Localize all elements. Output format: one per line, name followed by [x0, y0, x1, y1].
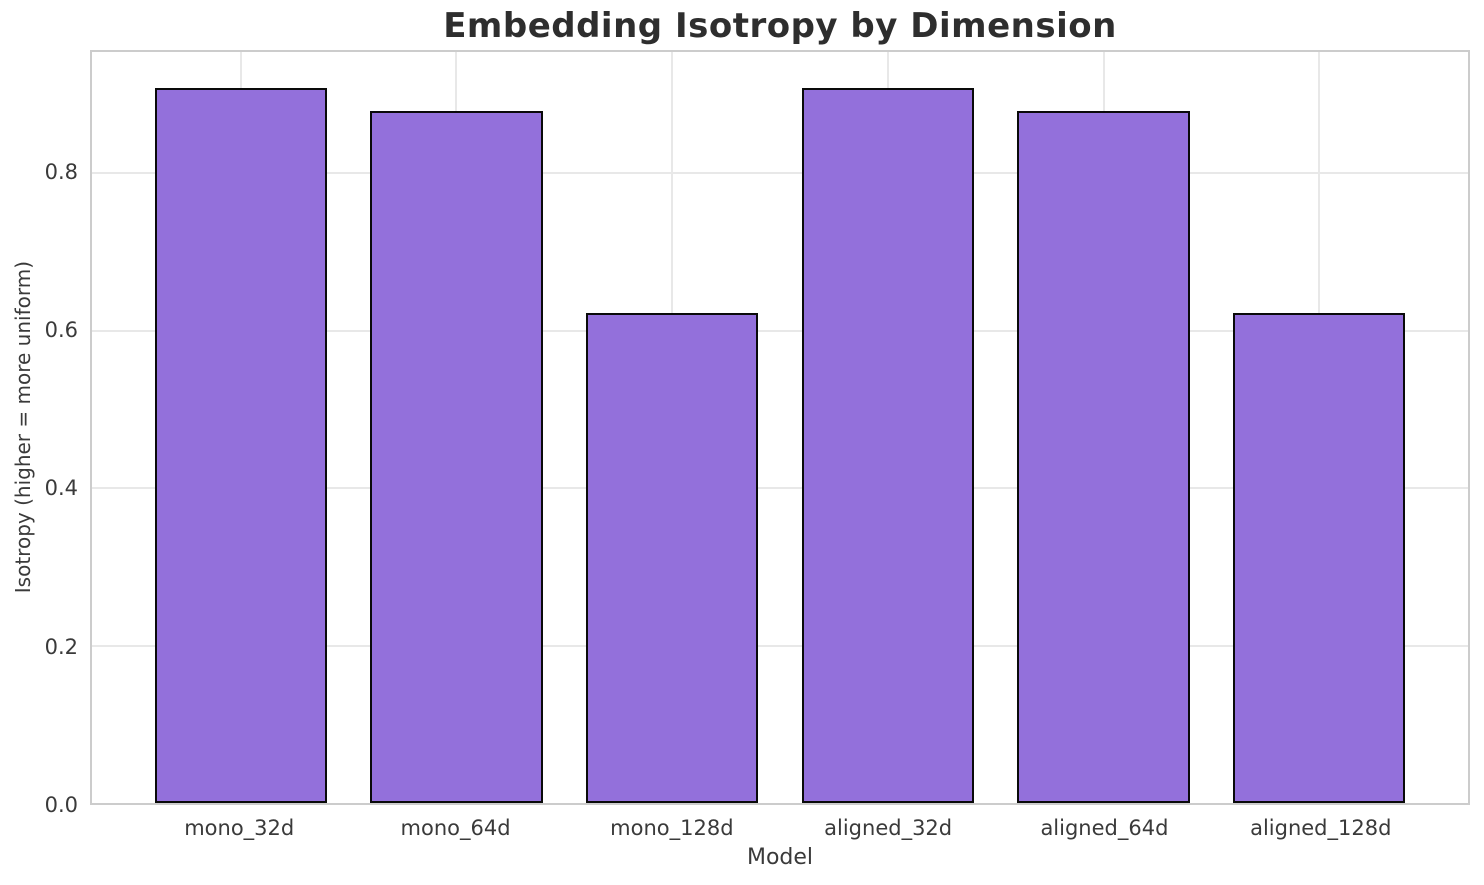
- bar-mono_32d: [154, 88, 328, 803]
- y-tick-label: 0.0: [44, 793, 78, 817]
- y-tick-label: 0.2: [44, 634, 78, 659]
- y-tick-label: 0.6: [44, 318, 78, 343]
- x-axis-label: Model: [746, 845, 814, 870]
- x-tick-label: mono_64d: [400, 816, 511, 840]
- bar-aligned_64d: [1017, 111, 1190, 803]
- bar-mono_128d: [585, 313, 759, 803]
- x-tick-label: aligned_32d: [824, 816, 953, 840]
- plot-area: [90, 50, 1470, 805]
- x-tick-label: mono_128d: [610, 816, 734, 840]
- gridline-horizontal: [92, 487, 1468, 490]
- chart-title: Embedding Isotropy by Dimension: [443, 6, 1117, 46]
- bar-aligned_128d: [1232, 313, 1406, 803]
- gridline-horizontal: [92, 172, 1468, 175]
- y-axis-label: Isotropy (higher = more uniform): [11, 261, 35, 594]
- x-tick-label: mono_32d: [184, 816, 295, 840]
- gridline-horizontal: [92, 329, 1468, 332]
- x-tick-label: aligned_64d: [1040, 816, 1169, 840]
- y-tick-label: 0.8: [44, 159, 78, 184]
- bar-mono_64d: [370, 111, 543, 803]
- bar-aligned_32d: [801, 88, 975, 803]
- y-tick-label: 0.4: [44, 476, 78, 501]
- gridline-horizontal: [92, 644, 1468, 647]
- x-tick-label: aligned_128d: [1250, 816, 1392, 840]
